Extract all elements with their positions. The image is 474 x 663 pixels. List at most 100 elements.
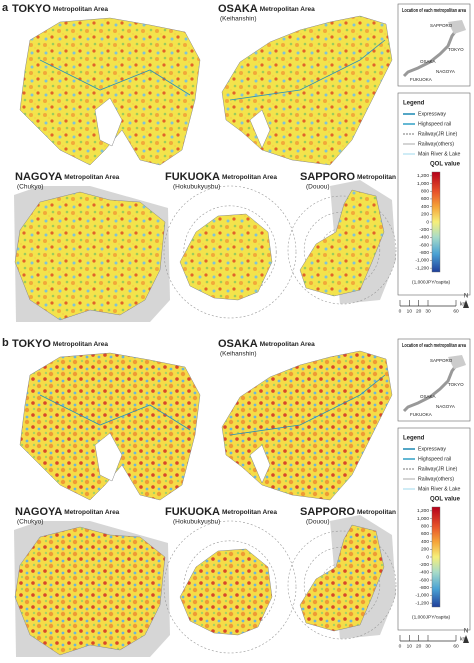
title-suffix: Metropolitan Area [260, 341, 315, 348]
colorbar-tick-label: 0 [426, 219, 429, 225]
north-arrow [463, 300, 469, 308]
distance-ring [287, 195, 397, 305]
city-label: SAPPORO [430, 358, 453, 363]
north: N [464, 294, 468, 300]
hokkaido [448, 20, 466, 34]
bay [249, 444, 271, 484]
colorbar-tick-label: -200 [419, 227, 429, 233]
scale-label: 10 [407, 308, 413, 314]
city-name: OSAKA [218, 3, 258, 15]
scale-label: 30 [425, 643, 431, 649]
legend-item: Expressway [418, 111, 446, 117]
city-label: TOKYO [448, 382, 464, 387]
legend-title: Legend [403, 101, 425, 107]
map-title: NAGOYA Metropolitan Area [15, 506, 120, 518]
city-label: FUKUOKA [410, 77, 432, 82]
colorbar-tick-label: 1,000 [417, 516, 429, 522]
colorbar-tick-label: 800 [421, 188, 429, 194]
metro-area [179, 213, 273, 301]
title-suffix: Metropolitan Area [260, 6, 315, 13]
city-name: FUKUOKA [165, 171, 220, 183]
north-arrow [463, 635, 469, 643]
colorbar-tick-label: 200 [421, 547, 429, 553]
colorbar-tick-label: -600 [419, 242, 429, 248]
title-suffix: Metropolitan Area [357, 509, 412, 516]
map-title: FUKUOKA Metropolitan Area [165, 506, 277, 518]
region-name: (Chukyo) [17, 519, 43, 526]
rail [229, 374, 386, 436]
map-title: OSAKA Metropolitan Area [218, 338, 315, 350]
region-name: (Douou) [306, 519, 329, 526]
colorbar-tick-label: 0 [426, 554, 429, 560]
colorbar-title: QOL value [430, 497, 461, 503]
scale-label: 60 [453, 308, 459, 314]
rail [229, 39, 386, 101]
map-title: NAGOYA Metropolitan Area [15, 171, 120, 183]
title-suffix: Metropolitan Area [53, 341, 108, 348]
legend-item: Main River & Lake [418, 486, 460, 492]
location-title: Location of each metropolitan area [402, 343, 467, 349]
colorbar-tick-label: -800 [419, 585, 429, 591]
legend-item: Railway(others) [418, 476, 454, 482]
title-suffix: Metropolitan Area [222, 509, 277, 516]
city-label: FUKUOKA [410, 412, 432, 417]
rail [39, 394, 191, 431]
title-suffix: Metropolitan Area [64, 509, 119, 516]
bay [94, 97, 123, 147]
location-title-text: Location of each metropolitan area [402, 343, 467, 349]
region-name: (Chukyo) [17, 184, 43, 191]
japan [402, 362, 460, 413]
colorbar-tick-label: -400 [419, 235, 429, 241]
title-suffix: Metropolitan Area [64, 174, 119, 181]
metro-area [221, 350, 393, 501]
panel-label: b [2, 337, 9, 349]
region-name: (Keihanshin) [220, 16, 257, 23]
location-box [397, 338, 471, 422]
metro-area [299, 189, 385, 297]
distance-ring [287, 530, 397, 640]
map-title: OSAKA Metropolitan Area [218, 3, 315, 15]
colorbar [431, 506, 441, 608]
metro-area [19, 352, 201, 501]
colorbar-tick-label: -1,200 [415, 265, 429, 271]
colorbar-tick-label: 400 [421, 539, 429, 545]
scale-label: 10 [407, 643, 413, 649]
city-name: FUKUOKA [165, 506, 220, 518]
colorbar [431, 171, 441, 273]
metro-area [14, 191, 166, 321]
map-title: SAPPORO Metropolitan Area [300, 506, 412, 518]
colorbar-tick-label: 600 [421, 531, 429, 537]
japan [402, 27, 460, 78]
city-label: SAPPORO [430, 23, 453, 28]
panel: a TOKYO Metropolitan Area OSAKA Metropolitan… [2, 2, 471, 322]
colorbar-tick-label: 200 [421, 212, 429, 218]
colorbar-tick-label: -200 [419, 562, 429, 568]
colorbar-tick-label: 1,200 [417, 508, 429, 514]
colorbar-tick-label: 800 [421, 523, 429, 529]
colorbar-tick-label: -1,000 [415, 593, 429, 599]
colorbar-title: QOL value [430, 162, 461, 168]
colorbar-tick-label: -400 [419, 570, 429, 576]
panel-label: a [2, 2, 9, 14]
distance-ring [163, 185, 297, 319]
colorbar-tick-label: -1,000 [415, 258, 429, 264]
title-suffix: Metropolitan Area [53, 6, 108, 13]
distance-ring [163, 520, 297, 654]
colorbar-tick-label: 1,200 [417, 173, 429, 179]
metro-area [299, 524, 385, 632]
title-suffix: Metropolitan Area [357, 174, 412, 181]
scale-unit: km [460, 301, 467, 307]
colorbar-tick-label: -800 [419, 250, 429, 256]
map-title: SAPPORO Metropolitan Area [300, 171, 412, 183]
legend-item: Railway(others) [418, 141, 454, 147]
city-name: SAPPORO [300, 506, 355, 518]
location-title: Location of each metropolitan area [402, 8, 467, 14]
city-name: SAPPORO [300, 171, 355, 183]
panel: b TOKYO Metropolitan Area OSAKA Metropolitan… [2, 337, 471, 657]
map-title: TOKYO Metropolitan Area [12, 3, 108, 15]
city-name: NAGOYA [15, 506, 62, 518]
scale-label: 20 [416, 643, 422, 649]
scale-label: 20 [416, 308, 422, 314]
location-box [397, 3, 471, 87]
rail [39, 59, 191, 96]
